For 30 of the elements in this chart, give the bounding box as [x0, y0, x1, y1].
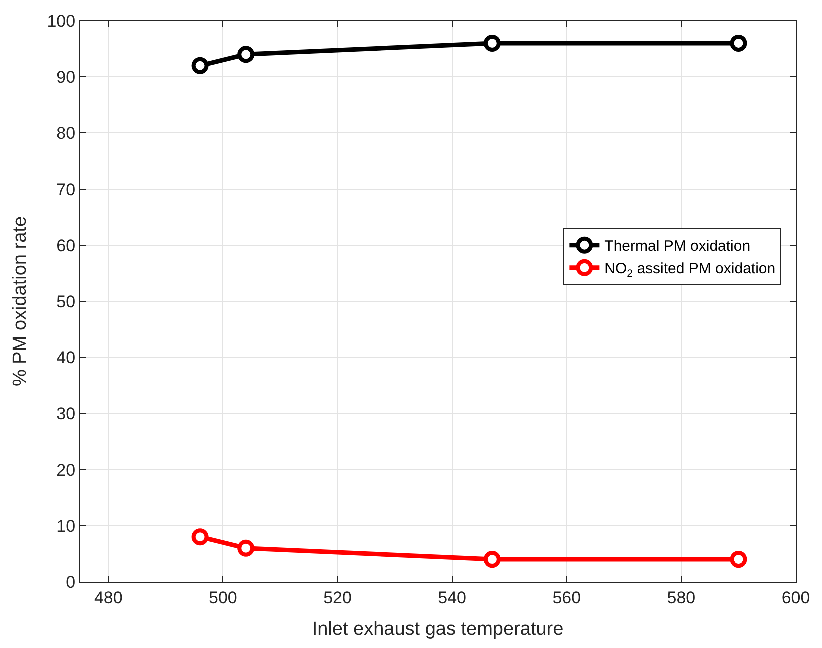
y-axis-title: % PM oxidation rate: [10, 216, 32, 387]
x-tick-label: 580: [667, 588, 696, 608]
point: [238, 46, 255, 64]
y-tick-label: 30: [56, 404, 76, 424]
point: [192, 528, 209, 546]
y-tick-label: 60: [56, 236, 76, 256]
legend-label: NO$_{2}$ assited PM oxidation: [604, 260, 776, 280]
x-tick-label: 520: [324, 588, 352, 608]
point: [730, 551, 748, 568]
x-tick-label: 560: [552, 588, 582, 608]
point: [192, 57, 209, 74]
y-tick-label: 80: [56, 124, 76, 144]
x-tick-label: 600: [782, 588, 810, 608]
x-tick-label: 480: [94, 588, 123, 608]
y-tick-label: 40: [56, 348, 76, 368]
point: [730, 34, 748, 52]
point: [238, 540, 255, 557]
y-tick-label: 100: [47, 12, 76, 31]
y-tick-label: 0: [66, 572, 76, 592]
y-tick-label: 90: [56, 68, 76, 88]
legend-label: Thermal PM oxidation: [604, 238, 751, 256]
y-tick-label: 50: [56, 292, 76, 312]
x-axis-title: Inlet exhaust gas temperature: [312, 619, 564, 640]
y-tick-label: 20: [56, 460, 76, 480]
x-tick-label: 540: [438, 588, 467, 608]
y-tick-label: 70: [56, 180, 76, 200]
point: [484, 551, 501, 568]
y-tick-label: 10: [56, 516, 76, 536]
x-tick-label: 500: [209, 588, 238, 608]
point: [484, 34, 501, 52]
